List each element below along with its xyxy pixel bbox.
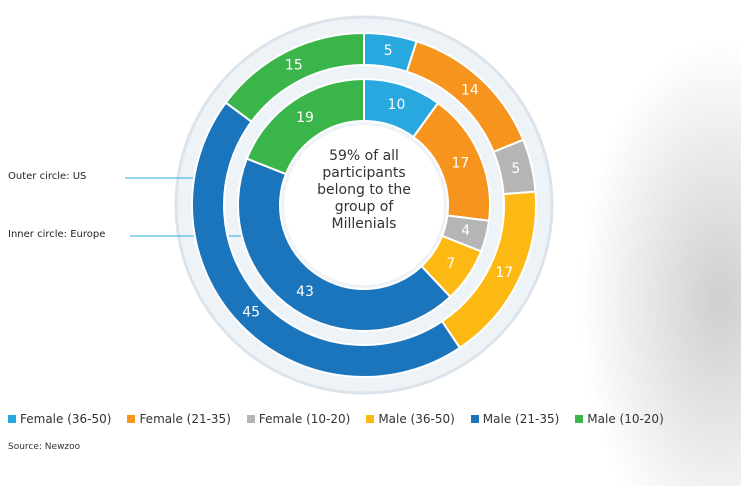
- center-text: 59% of all participants belong to the gr…: [304, 148, 424, 233]
- data-label: 5: [511, 161, 520, 177]
- data-label: 7: [446, 256, 455, 272]
- legend-item: Male (21-35): [471, 412, 559, 426]
- legend: Female (36-50) Female (21-35) Female (10-2…: [8, 412, 664, 426]
- data-label: 14: [461, 82, 479, 98]
- legend-label: Male (36-50): [378, 412, 454, 426]
- data-label: 4: [461, 223, 470, 239]
- legend-item: Female (21-35): [127, 412, 230, 426]
- legend-label: Female (10-20): [259, 412, 350, 426]
- data-label: 5: [384, 43, 393, 59]
- legend-swatch: [366, 415, 374, 423]
- legend-item: Male (10-20): [575, 412, 663, 426]
- legend-swatch: [471, 415, 479, 423]
- legend-swatch: [127, 415, 135, 423]
- data-label: 17: [495, 265, 513, 281]
- data-label: 43: [296, 284, 314, 300]
- data-label: 19: [296, 110, 314, 126]
- legend-label: Female (36-50): [20, 412, 111, 426]
- legend-item: Female (36-50): [8, 412, 111, 426]
- chart: 5 14 5 17 45 15 10 17 4 7 43 19 Outer circle: US In…: [0, 0, 741, 486]
- legend-label: Male (10-20): [587, 412, 663, 426]
- series-label: Outer circle: US: [8, 171, 86, 182]
- series-label: Inner circle: Europe: [8, 229, 105, 240]
- data-label: 45: [242, 305, 260, 321]
- data-label: 10: [388, 97, 406, 113]
- legend-item: Male (36-50): [366, 412, 454, 426]
- legend-label: Female (21-35): [139, 412, 230, 426]
- legend-item: Female (10-20): [247, 412, 350, 426]
- source: Source: Newzoo: [8, 442, 80, 452]
- data-label: 17: [451, 155, 469, 171]
- data-label: 15: [285, 58, 303, 74]
- legend-swatch: [575, 415, 583, 423]
- legend-swatch: [8, 415, 16, 423]
- legend-label: Male (21-35): [483, 412, 559, 426]
- legend-swatch: [247, 415, 255, 423]
